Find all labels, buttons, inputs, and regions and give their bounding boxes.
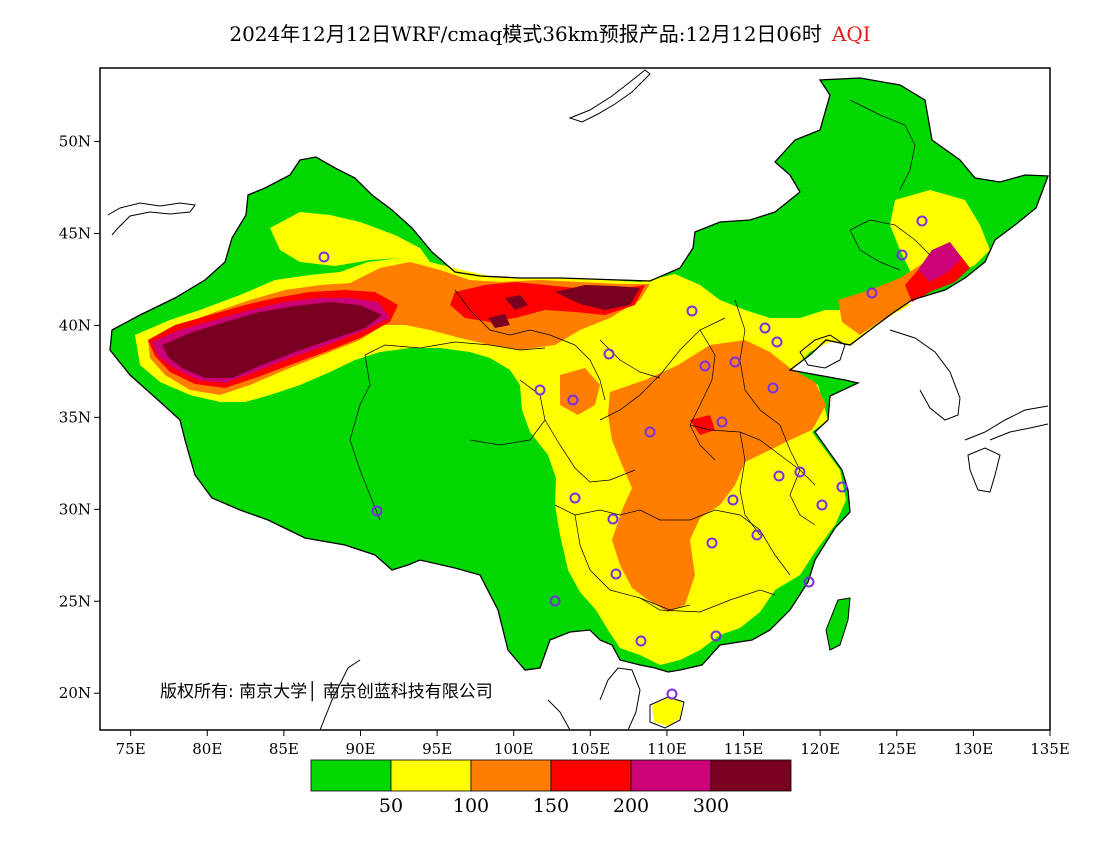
station-marker	[729, 356, 741, 368]
legend-label: 300	[693, 795, 729, 817]
legend-label: 200	[613, 795, 649, 817]
station-marker	[603, 348, 615, 360]
coastline-korea-japan	[889, 329, 1049, 493]
station-marker	[644, 426, 656, 438]
lon-tick-label: 95E	[422, 740, 452, 758]
lat-tick-label: 25N	[59, 592, 91, 610]
station-marker	[534, 384, 546, 396]
station-marker	[686, 305, 698, 317]
station-marker	[816, 499, 828, 511]
station-marker	[716, 416, 728, 428]
map-frame	[99, 67, 1051, 731]
legend-swatch	[630, 759, 712, 792]
station-marker	[771, 336, 783, 348]
lat-tick-label: 40N	[59, 316, 91, 334]
lon-tick-label: 100E	[494, 740, 534, 758]
station-marker	[836, 481, 848, 493]
station-marker	[896, 249, 908, 261]
aqi-zone-hazardous-spot-1	[505, 295, 528, 310]
china-border	[109, 77, 1049, 673]
longitude-axis: 75E 80E 85E 90E 95E 100E 105E 110E 115E 120E 125E 1…	[116, 730, 1070, 758]
lon-tick-label: 80E	[192, 740, 222, 758]
station-marker	[567, 394, 579, 406]
aqi-zone-hazardous-tarim	[162, 302, 382, 378]
lat-tick-label: 35N	[59, 408, 91, 426]
legend-swatch	[390, 759, 472, 792]
lat-tick-label: 50N	[59, 133, 91, 151]
station-marker	[803, 576, 815, 588]
station-marker	[767, 382, 779, 394]
lat-tick-label: 45N	[59, 225, 91, 243]
station-marker	[727, 494, 739, 506]
station-marker	[751, 529, 763, 541]
aqi-zone-moderate-tianshan	[270, 212, 430, 266]
map-title: 2024年12月12日WRF/cmaq模式36km预报产品:12月12日06时 A…	[0, 18, 1100, 47]
station-marker	[549, 595, 561, 607]
station-marker	[569, 492, 581, 504]
legend-swatch	[470, 759, 552, 792]
station-marker	[699, 360, 711, 372]
aqi-zone-moderate-northeast	[890, 190, 990, 285]
copyright-notice: 版权所有: 南京大学│ 南京创蓝科技有限公司	[160, 681, 493, 702]
station-marker	[759, 322, 771, 334]
title-variable: AQI	[831, 22, 871, 46]
station-marker	[773, 470, 785, 482]
lon-tick-label: 90E	[345, 740, 375, 758]
station-marker	[371, 505, 383, 517]
aqi-legend: 50 100 150 200 300	[310, 759, 792, 817]
station-marker	[610, 568, 622, 580]
legend-swatch	[710, 759, 792, 792]
lon-tick-label: 130E	[954, 740, 994, 758]
station-marker	[794, 466, 806, 478]
legend-label: 100	[453, 795, 489, 817]
lon-tick-label: 115E	[724, 740, 764, 758]
lon-tick-label: 85E	[269, 740, 299, 758]
legend-label: 150	[533, 795, 569, 817]
coastline-kazakhstan-outline	[107, 202, 196, 236]
station-marker	[607, 513, 619, 525]
station-marker	[866, 287, 878, 299]
lon-tick-label: 105E	[571, 740, 611, 758]
title-main: 2024年12月12日WRF/cmaq模式36km预报产品:12月12日06时	[229, 22, 822, 46]
station-marker	[706, 537, 718, 549]
lon-tick-label: 75E	[116, 740, 146, 758]
lat-tick-label: 20N	[59, 684, 91, 702]
legend-swatch	[550, 759, 632, 792]
lat-tick-label: 30N	[59, 500, 91, 518]
station-markers	[318, 215, 928, 700]
station-marker	[916, 215, 928, 227]
station-marker	[635, 635, 647, 647]
coastline-bohai	[799, 334, 846, 369]
station-marker	[710, 630, 722, 642]
legend-swatch	[310, 759, 392, 792]
aqi-zone-very-unhealthy-northeast	[918, 242, 962, 282]
station-marker	[318, 251, 330, 263]
station-marker	[666, 688, 678, 700]
aqi-zone-hazardous-hexi	[555, 285, 640, 310]
aqi-zone-sensitive-central	[608, 340, 826, 612]
lon-tick-label: 110E	[647, 740, 687, 758]
coastline-baikal	[568, 69, 651, 123]
legend-label: 50	[379, 795, 403, 817]
aqi-zone-moderate-hainan	[652, 698, 682, 726]
latitude-axis: 50N 45N 40N 35N 30N 25N 20N	[59, 133, 100, 702]
coastline-taiwan	[825, 597, 851, 651]
aqi-zone-hazardous-spot-2	[488, 314, 510, 328]
lon-tick-label: 135E	[1030, 740, 1070, 758]
lon-tick-label: 120E	[800, 740, 840, 758]
province-borders	[349, 99, 931, 613]
lon-tick-label: 125E	[877, 740, 917, 758]
coastline-indochina	[319, 659, 641, 730]
